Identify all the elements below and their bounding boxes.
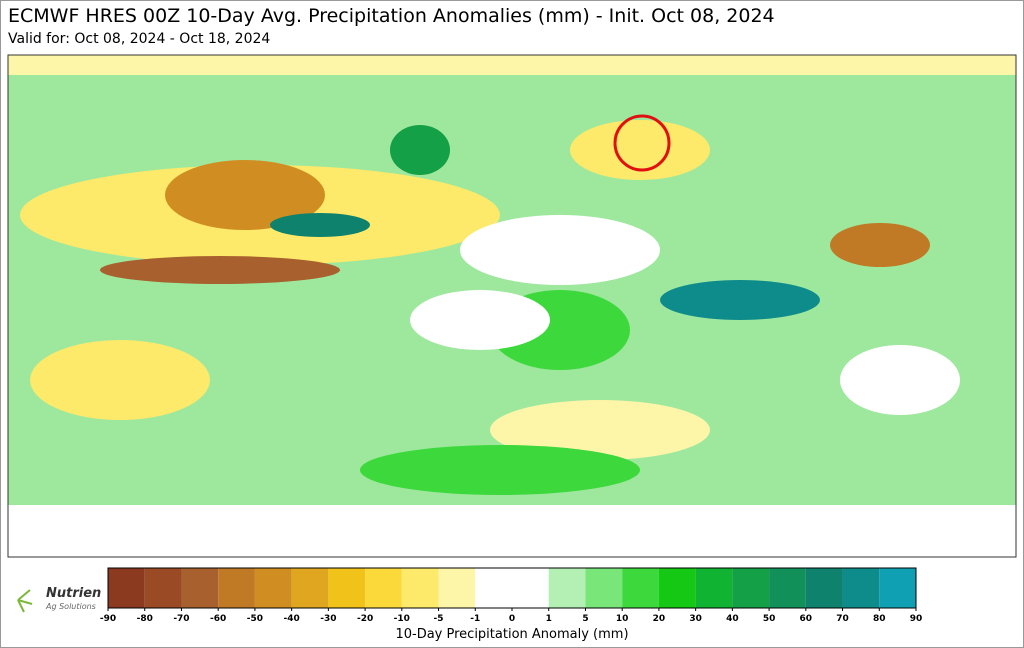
colorbar-bin bbox=[842, 568, 880, 608]
colorbar-bin bbox=[254, 568, 292, 608]
colorbar-bin bbox=[585, 568, 623, 608]
logo-tagline: Ag Solutions bbox=[45, 602, 96, 611]
colorbar-bin bbox=[805, 568, 843, 608]
logo: Nutrien Ag Solutions bbox=[17, 586, 101, 613]
anomaly-region bbox=[8, 55, 1016, 75]
anomaly-region bbox=[830, 223, 930, 267]
colorbar-bin bbox=[879, 568, 916, 608]
colorbar-tick-label: -30 bbox=[320, 614, 336, 624]
colorbar-tick-label: 30 bbox=[689, 614, 702, 624]
subtitle: Valid for: Oct 08, 2024 - Oct 18, 2024 bbox=[8, 31, 270, 47]
colorbar-bin bbox=[548, 568, 586, 608]
colorbar-bin bbox=[438, 568, 476, 608]
anomaly-region bbox=[165, 160, 325, 230]
colorbar-bin bbox=[401, 568, 439, 608]
colorbar-tick-label: -1 bbox=[470, 614, 480, 624]
logo-name: Nutrien bbox=[46, 586, 101, 601]
anomaly-region bbox=[490, 400, 710, 460]
colorbar-tick-label: 20 bbox=[653, 614, 666, 624]
colorbar-tick-label: -90 bbox=[100, 614, 116, 624]
highlight-circle bbox=[613, 114, 671, 172]
colorbar-bin bbox=[622, 568, 659, 608]
colorbar: -90 -80 -70 -60 -50 -40 -30 -20 -10 -5 -1 0 1 5 10 20 30… bbox=[100, 567, 923, 624]
colorbar-tick-label: -10 bbox=[394, 614, 410, 624]
colorbar-tick-label: -50 bbox=[247, 614, 263, 624]
map bbox=[7, 54, 1017, 558]
colorbar-bin bbox=[475, 568, 512, 608]
colorbar-bin bbox=[732, 568, 770, 608]
anomaly-region bbox=[410, 290, 550, 350]
colorbar-tick-label: -20 bbox=[357, 614, 373, 624]
colorbar-tick-label: 80 bbox=[873, 614, 886, 624]
colorbar-bin bbox=[365, 568, 402, 608]
colorbar-tick-label: -70 bbox=[173, 614, 189, 624]
colorbar-tick-label: 90 bbox=[910, 614, 923, 624]
colorbar-tick-label: 10 bbox=[616, 614, 629, 624]
colorbar-tick-label: -5 bbox=[434, 614, 444, 624]
colorbar-bin bbox=[328, 568, 366, 608]
anomaly-region bbox=[840, 345, 960, 415]
colorbar-tick-label: 70 bbox=[836, 614, 849, 624]
colorbar-tick-label: -60 bbox=[210, 614, 226, 624]
colorbar-tick-label: -40 bbox=[284, 614, 300, 624]
map-frame bbox=[7, 54, 1017, 558]
colorbar-tick-label: 50 bbox=[763, 614, 776, 624]
anomaly-region bbox=[270, 213, 370, 237]
colorbar-bin bbox=[291, 568, 329, 608]
colorbar-bin bbox=[695, 568, 733, 608]
anomaly-region bbox=[660, 280, 820, 320]
logo-icon bbox=[17, 589, 33, 613]
anomaly-region bbox=[8, 505, 1016, 557]
anomaly-region bbox=[360, 445, 640, 495]
colorbar-bin bbox=[108, 568, 145, 608]
colorbar-tick-label: 40 bbox=[726, 614, 739, 624]
anomaly-region bbox=[100, 256, 340, 284]
anomaly-region bbox=[390, 125, 450, 175]
colorbar-bin bbox=[218, 568, 255, 608]
colorbar-tick-label: 0 bbox=[509, 614, 515, 624]
colorbar-bin bbox=[144, 568, 182, 608]
colorbar-tick-label: 1 bbox=[546, 614, 552, 624]
colorbar-tick-label: -80 bbox=[137, 614, 153, 624]
colorbar-tick-label: 60 bbox=[800, 614, 813, 624]
anomaly-region bbox=[460, 215, 660, 285]
title: ECMWF HRES 00Z 10-Day Avg. Precipitation… bbox=[8, 5, 775, 27]
colorbar-tick-label: 5 bbox=[582, 614, 588, 624]
anomaly-region bbox=[30, 340, 210, 420]
colorbar-bin bbox=[769, 568, 806, 608]
colorbar-bin bbox=[181, 568, 219, 608]
anomaly-region bbox=[570, 120, 710, 180]
colorbar-bin bbox=[658, 568, 696, 608]
colorbar-label: 10-Day Precipitation Anomaly (mm) bbox=[395, 627, 628, 642]
colorbar-bin bbox=[512, 568, 549, 608]
